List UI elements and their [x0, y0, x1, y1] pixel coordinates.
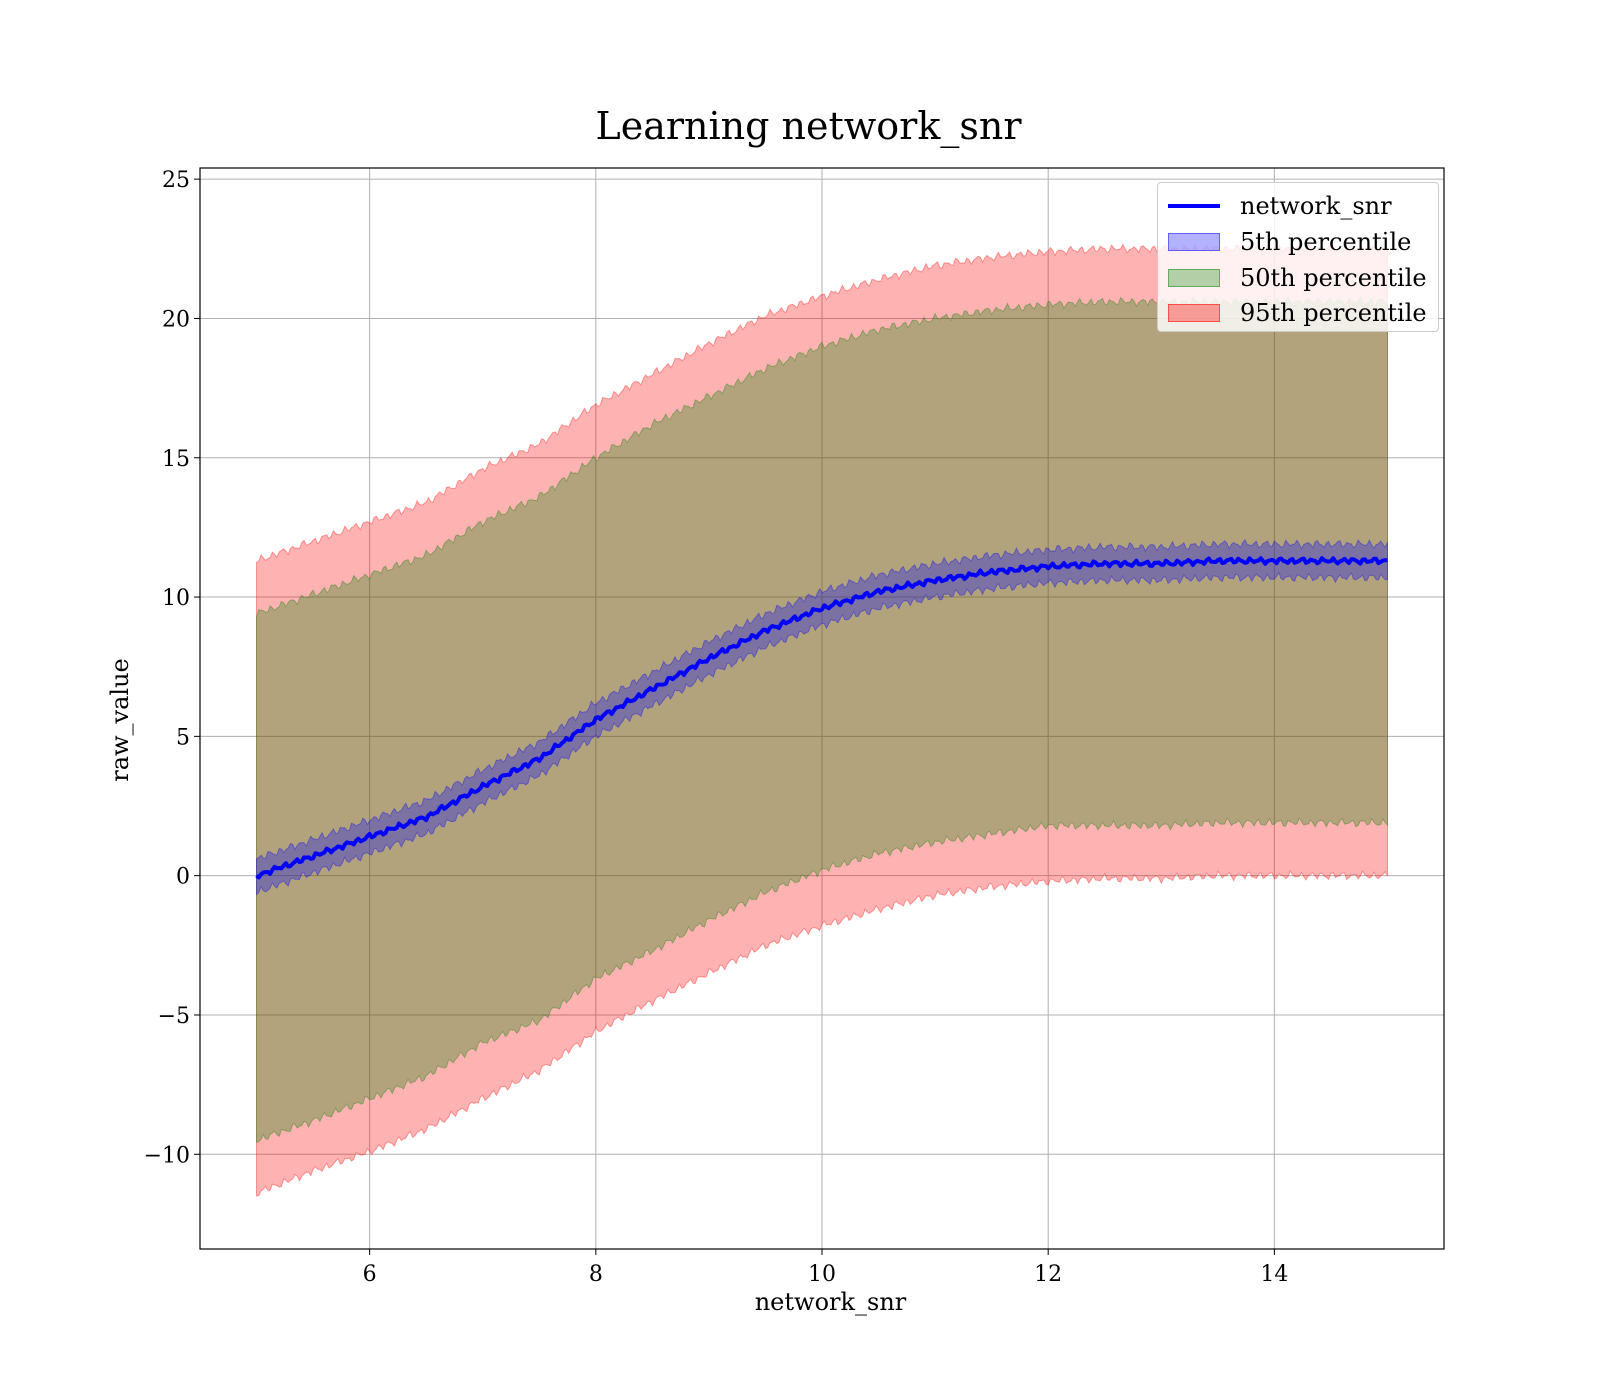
x-tick-label: 10 [808, 1262, 836, 1287]
y-tick-label: 10 [162, 586, 190, 611]
x-tick-label: 12 [1034, 1262, 1062, 1287]
x-tick-label: 14 [1260, 1262, 1288, 1287]
y-axis-label: raw_value [106, 658, 134, 782]
chart-title: Learning network_snr [595, 104, 1022, 148]
legend-item-95th-percentile: 95th percentile [1168, 298, 1427, 328]
legend-label: network_snr [1240, 192, 1392, 220]
y-tick-label: 25 [162, 168, 190, 193]
y-tick-label: 15 [162, 447, 190, 472]
band-95th [256, 242, 1388, 1197]
line-layer [255, 556, 1388, 880]
legend-label: 5th percentile [1240, 228, 1412, 256]
y-tick-label: 0 [176, 865, 190, 890]
legend-label: 95th percentile [1240, 299, 1427, 327]
grid-layer [200, 168, 1444, 1249]
legend-band-swatch [1168, 269, 1220, 287]
series-line-network-snr [255, 556, 1388, 880]
y-tick-label: 20 [162, 307, 190, 332]
x-tick-label: 8 [589, 1262, 603, 1287]
legend-item-network-snr: network_snr [1168, 191, 1392, 221]
y-tick-label: −10 [144, 1143, 190, 1168]
band-50th [256, 295, 1388, 1143]
legend-label: 50th percentile [1240, 264, 1427, 292]
legend-item-5th-percentile: 5th percentile [1168, 227, 1411, 257]
legend-band-swatch [1168, 233, 1220, 251]
y-tick-label: −5 [158, 1004, 190, 1029]
y-tick-label: 5 [176, 725, 190, 750]
legend-band-swatch [1168, 304, 1220, 322]
x-tick-label: 6 [363, 1262, 377, 1287]
legend: network_snr 5th percentile 50th percenti… [1157, 182, 1439, 332]
band-layer [256, 242, 1388, 1197]
legend-line-swatch [1168, 204, 1220, 208]
legend-item-50th-percentile: 50th percentile [1168, 263, 1427, 293]
x-axis-label: network_snr [754, 1288, 907, 1316]
axis-layer: 6 8 10 12 14 −10 −5 0 5 10 15 20 25 [144, 167, 1445, 1287]
